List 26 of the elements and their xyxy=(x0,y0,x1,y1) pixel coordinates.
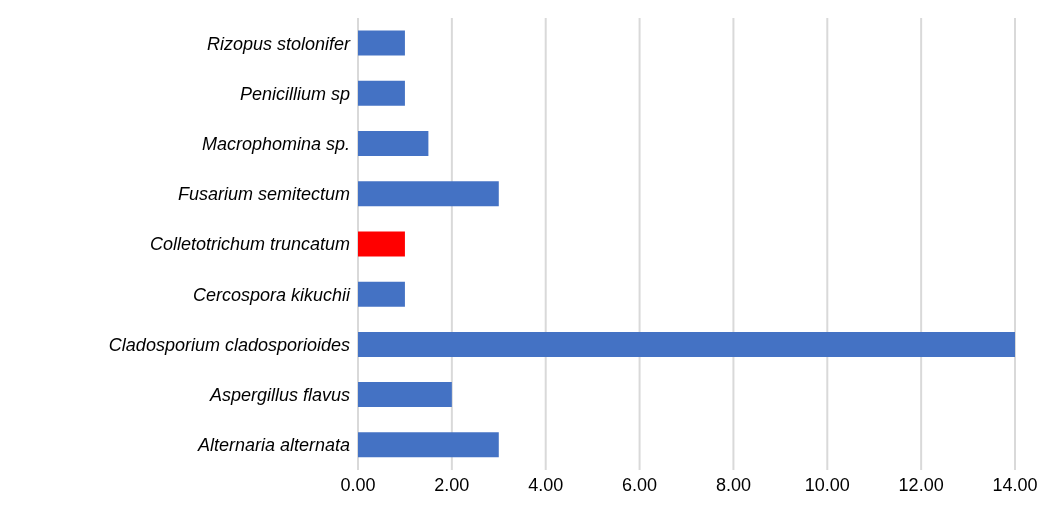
y-tick-label: Rizopus stolonifer xyxy=(206,33,351,54)
x-tick-label: 8.00 xyxy=(715,474,751,495)
y-tick-label: Aspergillus flavus xyxy=(208,385,350,406)
x-tick-label: 6.00 xyxy=(622,474,658,495)
y-tick-label: Cercospora kikuchii xyxy=(192,284,351,305)
x-tick-label: 10.00 xyxy=(804,474,850,495)
x-tick-label: 0.00 xyxy=(340,474,376,495)
bar xyxy=(358,382,452,408)
y-tick-label: Fusarium semitectum xyxy=(177,184,350,205)
bar xyxy=(358,231,405,257)
bar xyxy=(358,30,405,56)
bar xyxy=(358,281,405,307)
x-tick-label: 14.00 xyxy=(992,474,1038,495)
y-tick-label: Macrophomina sp. xyxy=(201,133,350,154)
bar xyxy=(358,80,405,106)
x-tick-label: 4.00 xyxy=(528,474,564,495)
bar xyxy=(358,131,429,156)
bar xyxy=(358,331,1015,357)
y-tick-label: Colletotrichum truncatum xyxy=(149,234,350,255)
x-tick-label: 12.00 xyxy=(898,474,944,495)
bar xyxy=(358,432,499,458)
x-tick-label: 2.00 xyxy=(434,474,470,495)
y-tick-label: Cladosporium cladosporioides xyxy=(108,334,350,355)
y-tick-label: Penicillium sp xyxy=(239,83,350,104)
y-tick-label: Alternaria alternata xyxy=(196,435,350,456)
bar xyxy=(358,181,499,207)
